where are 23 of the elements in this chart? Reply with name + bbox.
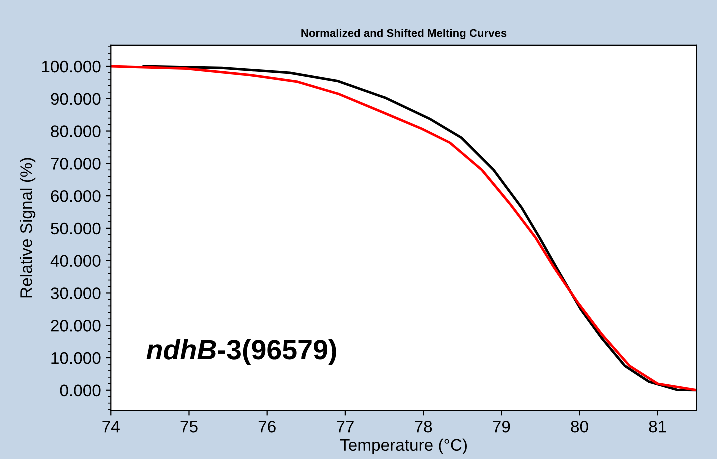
y-tick-label: 10.000 xyxy=(52,352,101,364)
y-tick-label: 40.000 xyxy=(50,255,101,268)
x-tick-label: 81 xyxy=(649,420,666,433)
x-tick-label: 75 xyxy=(180,421,198,433)
y-tick-label: 0.000 xyxy=(60,384,101,397)
y-tick-label: 80.000 xyxy=(51,126,101,138)
x-tick-label: 79 xyxy=(493,420,510,433)
y-tick-label: 30.000 xyxy=(51,288,101,300)
y-tick-label: 50.000 xyxy=(51,222,101,235)
y-tick-label: 70.000 xyxy=(51,158,101,170)
x-tick-label: 74 xyxy=(102,421,120,433)
y-tick-label: 90.000 xyxy=(51,93,101,106)
x-axis-title: Temperature (°C) xyxy=(340,438,467,454)
annotation: ndhB-3(96579) xyxy=(146,339,336,366)
x-tick-label: 77 xyxy=(337,421,354,433)
y-tick-label: 100.000 xyxy=(42,60,101,73)
y-tick-label: 60.000 xyxy=(51,190,101,202)
x-tick-label: 76 xyxy=(258,420,276,433)
y-axis-title: Relative Signal (%) xyxy=(20,158,36,298)
chart-title: Normalized and Shifted Melting Curves xyxy=(302,29,507,40)
x-tick-label: 80 xyxy=(571,420,588,433)
y-tick-label: 20.000 xyxy=(51,320,101,332)
x-tick-label: 78 xyxy=(415,420,432,433)
